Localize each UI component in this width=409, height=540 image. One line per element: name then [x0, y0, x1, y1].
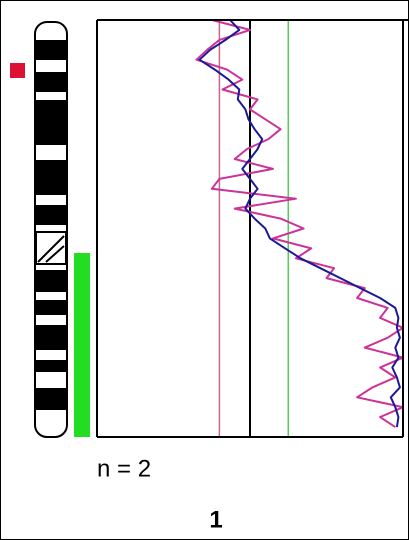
- band: [36, 270, 66, 292]
- band: [36, 360, 66, 372]
- annotation: n = 2: [97, 455, 151, 482]
- gain-bar: [74, 253, 90, 437]
- band: [36, 388, 66, 410]
- band: [36, 160, 66, 195]
- chart: n = 2 1: [0, 0, 409, 540]
- band: [36, 72, 66, 92]
- band: [36, 325, 66, 350]
- band: [36, 100, 66, 145]
- chromosome-label: 1: [209, 506, 222, 533]
- page: n = 2 1 (() => { const data = JSON.parse…: [0, 0, 409, 540]
- band: [36, 300, 66, 315]
- band: [36, 205, 66, 225]
- loss-marker: [10, 63, 25, 78]
- band: [36, 40, 66, 60]
